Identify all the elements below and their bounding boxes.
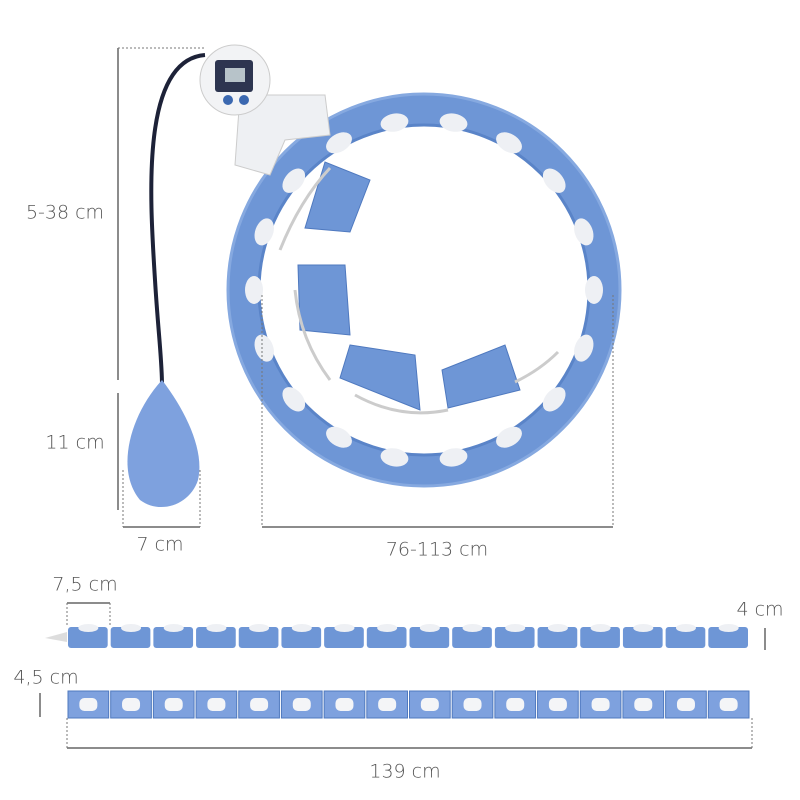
knob xyxy=(439,113,468,132)
knob xyxy=(206,624,227,632)
knob xyxy=(380,448,409,467)
knob xyxy=(676,698,695,711)
knob xyxy=(121,624,142,632)
segment xyxy=(324,627,364,648)
knob xyxy=(207,698,226,711)
knob xyxy=(380,113,409,132)
knob xyxy=(506,698,525,711)
knob xyxy=(79,698,98,711)
dimension-label: 139 cm xyxy=(369,761,440,783)
segment xyxy=(153,627,194,648)
knob xyxy=(719,698,738,711)
segment-row-top xyxy=(67,690,750,719)
knob xyxy=(250,698,269,711)
knob xyxy=(254,334,274,362)
knob xyxy=(590,624,611,632)
segment xyxy=(323,690,366,719)
knob xyxy=(420,698,439,711)
segment xyxy=(409,627,450,648)
knob xyxy=(496,426,522,448)
knob xyxy=(496,132,522,154)
dimension-label: 4 cm xyxy=(736,599,783,621)
knob xyxy=(292,698,311,711)
inflation-ball xyxy=(127,380,200,508)
knob xyxy=(675,624,696,632)
segment xyxy=(665,627,706,648)
segment xyxy=(452,627,492,648)
segment-row-side xyxy=(68,624,748,648)
segment xyxy=(579,690,622,719)
dimension-label: 5-38 cm xyxy=(26,202,104,224)
hoop-outer-edge xyxy=(226,92,622,488)
segment xyxy=(537,627,578,648)
knob xyxy=(163,624,184,632)
knob xyxy=(378,698,397,711)
knob xyxy=(122,698,141,711)
knob xyxy=(282,168,306,193)
knob xyxy=(585,276,603,304)
segment xyxy=(304,161,371,233)
knob xyxy=(335,698,354,711)
segment xyxy=(494,627,535,648)
dimension-label: 4,5 cm xyxy=(13,667,78,689)
knob xyxy=(718,624,739,632)
dimension-label: 76-113 cm xyxy=(386,539,488,561)
knob xyxy=(574,334,594,362)
segment xyxy=(622,627,663,648)
hoop-ring xyxy=(228,94,620,486)
segment xyxy=(366,627,407,648)
knob xyxy=(249,624,270,632)
segment xyxy=(152,690,195,719)
segment xyxy=(196,627,236,648)
dimension-label: 11 cm xyxy=(45,432,104,454)
knob xyxy=(419,624,440,632)
dimension-label: 7,5 cm xyxy=(52,574,117,596)
knob xyxy=(78,624,99,632)
segment xyxy=(238,627,279,648)
knob xyxy=(291,624,312,632)
knob xyxy=(164,698,183,711)
knob xyxy=(254,218,274,246)
knob xyxy=(574,218,594,246)
segment xyxy=(68,627,108,648)
timer-unit xyxy=(199,44,331,176)
knob xyxy=(591,698,610,711)
segment xyxy=(441,344,521,409)
knob xyxy=(326,426,352,448)
knob xyxy=(547,624,568,632)
knob xyxy=(282,387,306,412)
cord xyxy=(149,53,206,386)
knob xyxy=(334,624,355,632)
loose-rails xyxy=(278,166,560,415)
knob xyxy=(326,132,352,154)
knob xyxy=(377,624,398,632)
knob xyxy=(462,624,483,632)
segment xyxy=(580,627,620,648)
hoop-knobs xyxy=(245,113,603,467)
knob xyxy=(463,698,482,711)
loose-segments xyxy=(297,161,521,411)
knob xyxy=(245,276,263,304)
segment xyxy=(339,344,421,411)
knob xyxy=(439,448,468,467)
knob xyxy=(548,698,567,711)
knob xyxy=(542,387,566,412)
segment xyxy=(110,627,151,648)
knob xyxy=(505,624,526,632)
segment xyxy=(297,264,351,336)
knob xyxy=(634,698,653,711)
segment xyxy=(708,627,748,648)
segment xyxy=(494,690,537,719)
knob xyxy=(633,624,654,632)
dimension-label: 7 cm xyxy=(136,534,183,556)
segment xyxy=(281,627,322,648)
segment xyxy=(280,690,323,719)
knob xyxy=(542,168,566,193)
